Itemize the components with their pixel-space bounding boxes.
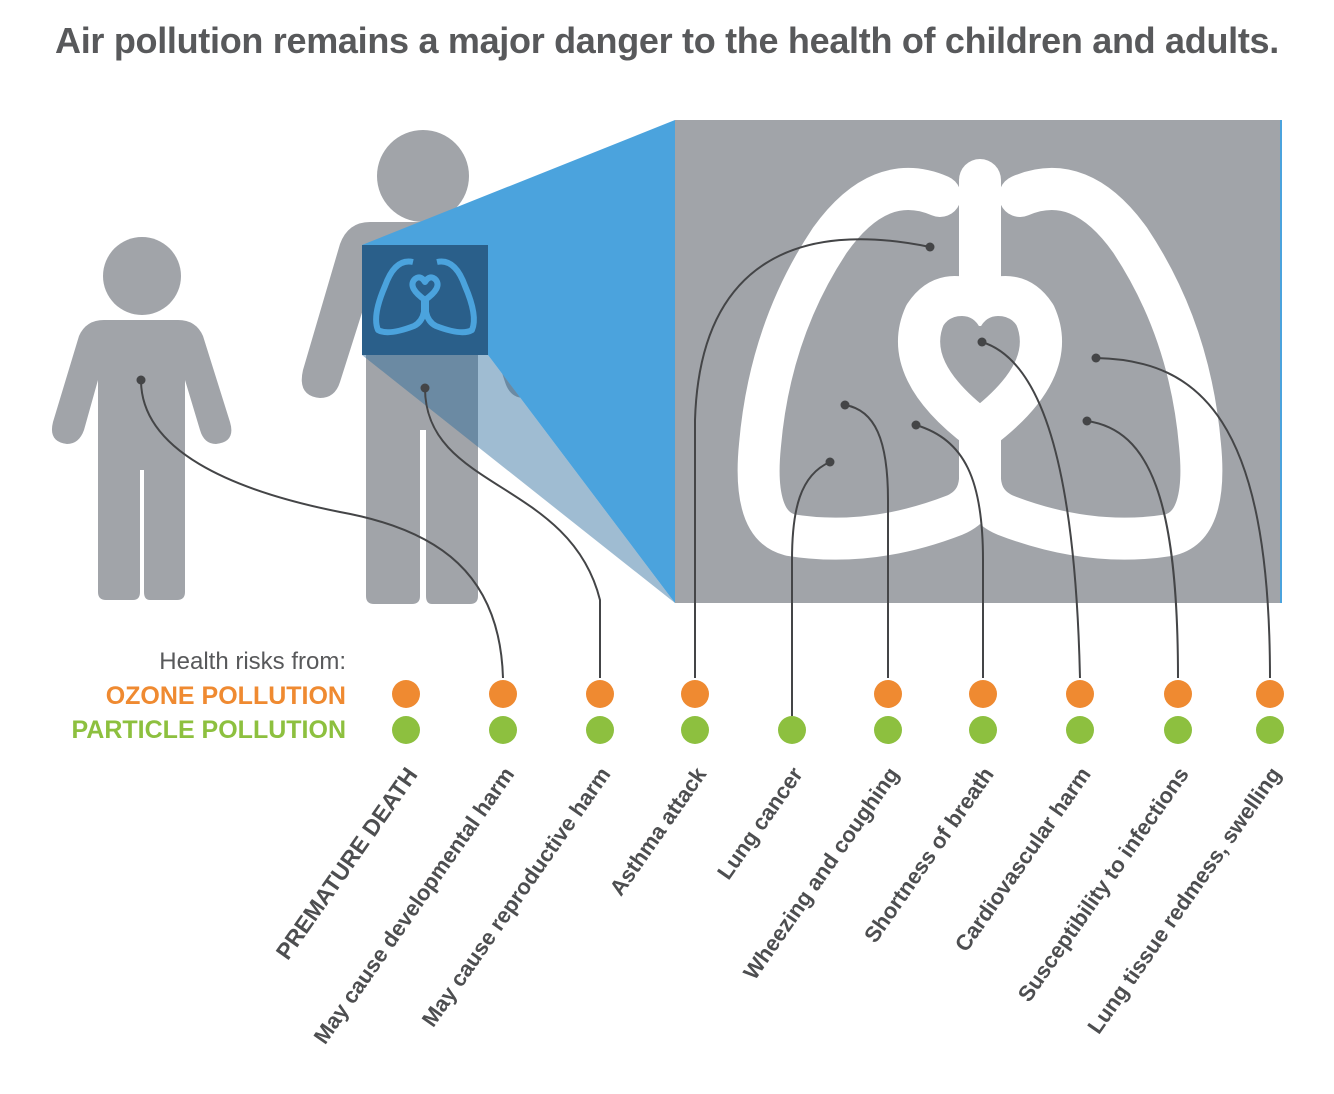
particle-dot-lung-tissue-redmess-swelling: [1256, 716, 1284, 744]
ozone-dot-may-cause-reproductive-harm: [586, 680, 614, 708]
left-lung-outline: [737, 168, 1001, 560]
legend-heading: Health risks from:: [159, 648, 346, 675]
connector-asthma: [694, 238, 931, 678]
ozone-dot-wheezing-and-coughing: [874, 680, 902, 708]
ozone-dot-cardiovascular-harm: [1066, 680, 1094, 708]
connectors: [140, 238, 1271, 716]
page-title: Air pollution remains a major danger to …: [55, 20, 1279, 61]
legend-particle-label: PARTICLE POLLUTION: [71, 716, 346, 744]
particle-dot-lung-cancer: [778, 716, 806, 744]
child-figure: [51, 237, 232, 600]
particle-dot-wheezing-and-coughing: [874, 716, 902, 744]
connector-lung-cancer: [791, 461, 831, 716]
ozone-dot-asthma-attack: [681, 680, 709, 708]
ozone-dot-shortness-of-breath: [969, 680, 997, 708]
particle-dot-asthma-attack: [681, 716, 709, 744]
particle-dot-may-cause-developmental-harm: [489, 716, 517, 744]
particle-dot-cardiovascular-harm: [1066, 716, 1094, 744]
lungs-icon: [737, 159, 1223, 560]
adult-figure: [301, 130, 544, 604]
mini-lungs-icon: [373, 258, 477, 336]
child-head: [103, 237, 181, 315]
adult-head: [377, 130, 469, 222]
ozone-dot-premature-death: [392, 680, 420, 708]
connector-infections: [1086, 420, 1179, 679]
heart-icon: [944, 316, 1016, 382]
connector-reproductive: [424, 387, 601, 678]
ozone-dot-may-cause-developmental-harm: [489, 680, 517, 708]
connector-wheezing: [844, 404, 889, 678]
child-body: [51, 320, 232, 600]
ozone-dot-susceptibility-to-infections: [1164, 680, 1192, 708]
particle-dot-premature-death: [392, 716, 420, 744]
connector-breath: [915, 424, 984, 678]
particle-dot-susceptibility-to-infections: [1164, 716, 1192, 744]
ozone-dot-lung-tissue-redmess-swelling: [1256, 680, 1284, 708]
legend-ozone-label: OZONE POLLUTION: [105, 682, 346, 710]
connector-cardio: [981, 341, 1081, 679]
right-lung-outline: [959, 168, 1223, 560]
particle-dot-may-cause-reproductive-harm: [586, 716, 614, 744]
connector-tissue: [1095, 357, 1271, 679]
zoom-projection: [362, 120, 675, 603]
adult-body: [301, 222, 544, 604]
connector-anchors: [136, 242, 1101, 467]
connector-developmental: [140, 379, 504, 679]
particle-dot-shortness-of-breath: [969, 716, 997, 744]
